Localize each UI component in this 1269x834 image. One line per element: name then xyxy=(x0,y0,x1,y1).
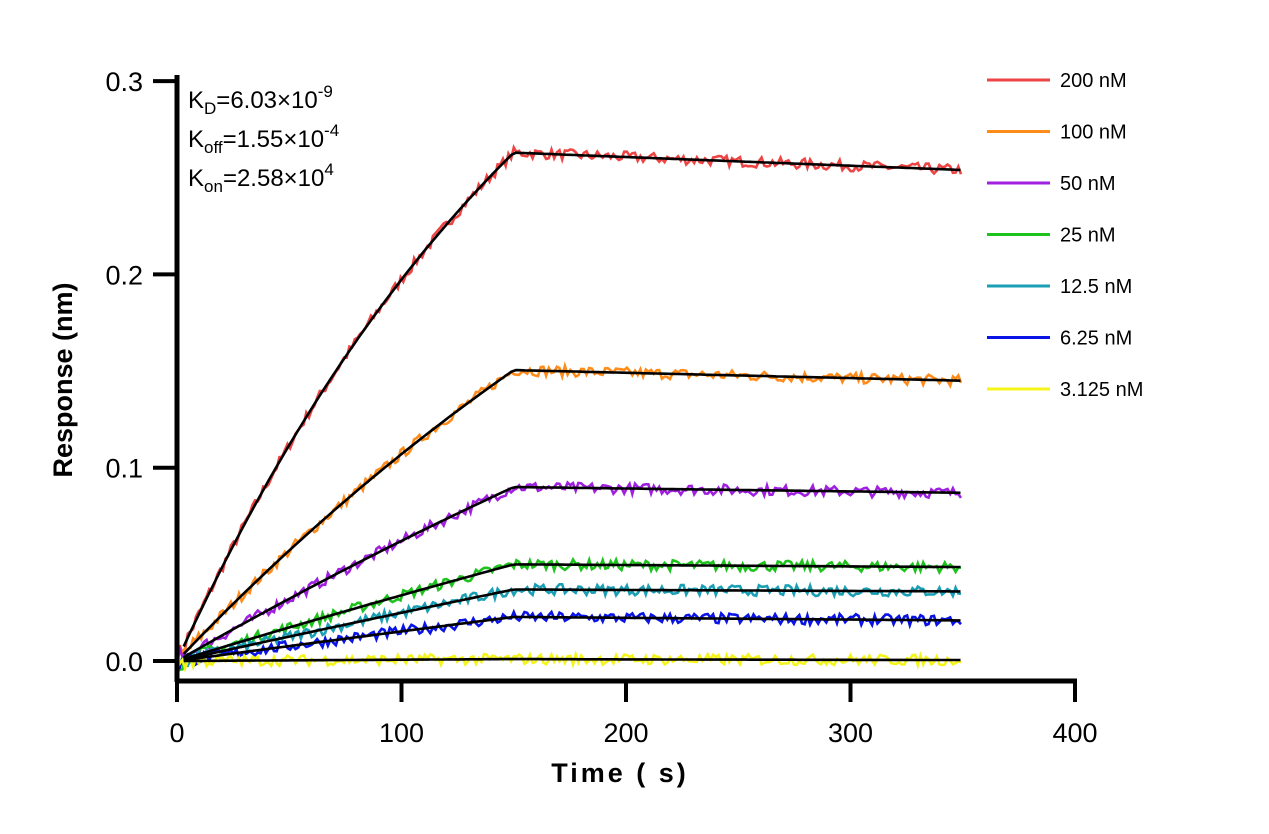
kon-annotation: Kon=2.58×104 xyxy=(188,160,334,196)
y-tick-label: 0.3 xyxy=(105,67,143,97)
fit-line-200-nM xyxy=(182,151,961,647)
x-tick-label: 200 xyxy=(603,718,648,748)
legend-label: 6.25 nM xyxy=(1060,328,1132,350)
x-ticks: 0 100 200 300 400 xyxy=(169,681,1098,748)
fit-line-50-nM xyxy=(183,485,961,659)
fit-line-12_5-nM xyxy=(183,588,961,661)
legend-label: 25 nM xyxy=(1060,225,1116,247)
fit-line-3_125-nM xyxy=(183,657,961,663)
fit-line-6_25-nM xyxy=(183,615,961,662)
y-tick-label: 0.0 xyxy=(105,647,143,677)
trace-100-nM xyxy=(176,361,963,655)
koff-annotation: Koff=1.55×10-4 xyxy=(188,121,339,157)
legend: 200 nM 100 nM 50 nM 25 nM 12.5 nM 6.25 nM 3.12… xyxy=(987,70,1143,401)
trace-3_125-nM xyxy=(175,648,962,673)
x-axis-label: Time ( s) xyxy=(551,758,689,788)
fit-line-100-nM xyxy=(182,368,961,655)
legend-label: 3.125 nM xyxy=(1060,379,1143,401)
x-tick-label: 400 xyxy=(1052,718,1097,748)
legend-label: 200 nM xyxy=(1060,70,1127,92)
legend-label: 50 nM xyxy=(1060,173,1116,195)
y-tick-label: 0.1 xyxy=(105,454,143,484)
fit-line-25-nM xyxy=(183,563,961,661)
x-tick-label: 300 xyxy=(828,718,873,748)
y-ticks: 0.0 0.1 0.2 0.3 xyxy=(105,67,177,677)
y-axis-label: Response (nm) xyxy=(48,282,78,477)
kd-annotation: KD=6.03×10-9 xyxy=(188,82,333,118)
legend-label: 100 nM xyxy=(1060,122,1127,144)
fit-lines xyxy=(182,151,961,663)
x-tick-label: 0 xyxy=(169,718,184,748)
y-tick-label: 0.2 xyxy=(105,260,143,290)
legend-label: 12.5 nM xyxy=(1060,276,1132,298)
kinetic-annotations: KD=6.03×10-9 Koff=1.55×10-4 Kon=2.58×104 xyxy=(188,82,339,196)
x-tick-label: 100 xyxy=(379,718,424,748)
